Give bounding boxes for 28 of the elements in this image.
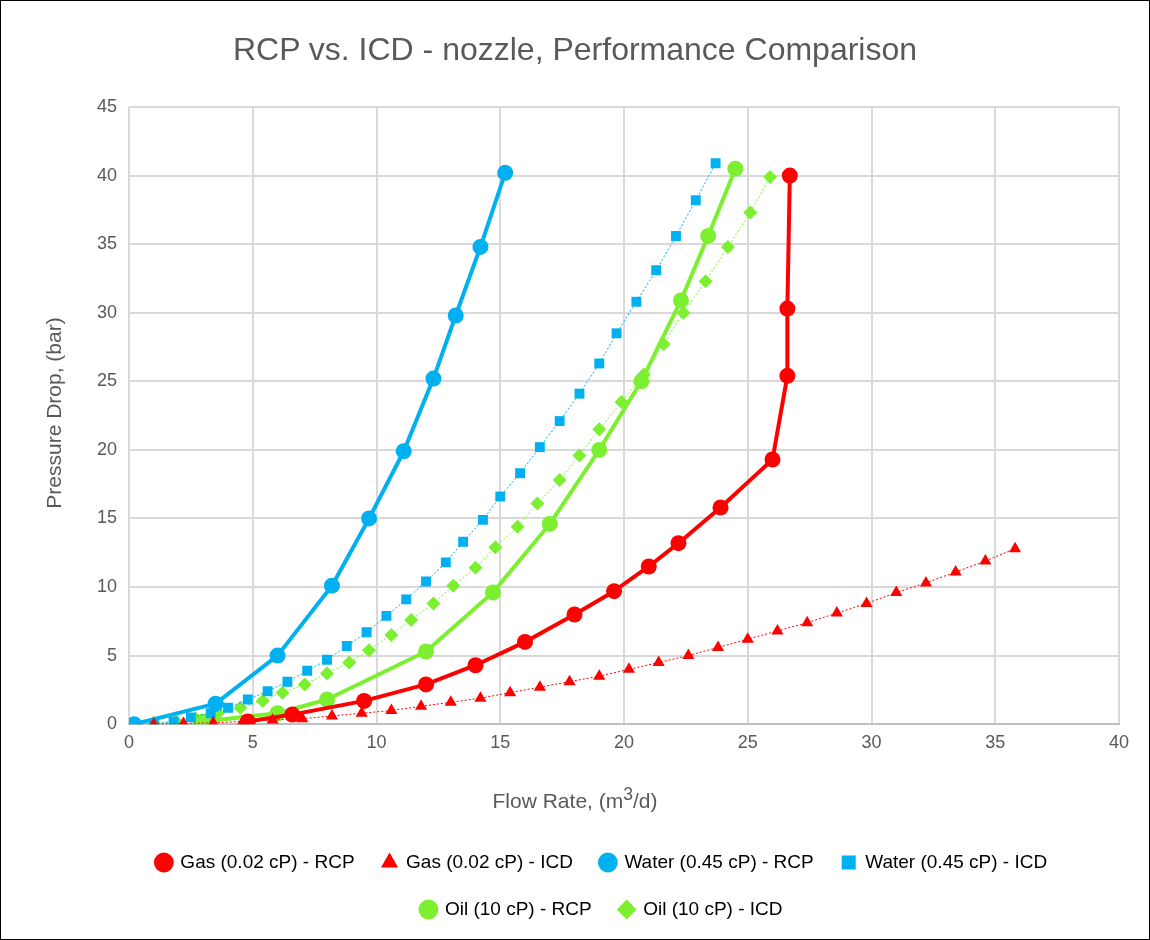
x-tick-label: 15 bbox=[490, 731, 511, 752]
legend-label: Oil (10 cP) - ICD bbox=[643, 897, 783, 919]
x-tick-label: 5 bbox=[247, 731, 258, 752]
y-axis-title: Pressure Drop, (bar) bbox=[42, 316, 66, 511]
legend-label: Gas (0.02 cP) - ICD bbox=[406, 850, 573, 872]
x-tick-label: 30 bbox=[861, 731, 882, 752]
y-tick-label: 30 bbox=[96, 301, 118, 322]
x-tick-label: 40 bbox=[1108, 731, 1130, 752]
y-tick-label: 20 bbox=[96, 438, 118, 459]
x-tick-label: 20 bbox=[614, 731, 635, 752]
x-tick-label: 10 bbox=[366, 731, 387, 752]
y-tick-label: 5 bbox=[107, 644, 118, 665]
legend-label: Water (0.45 cP) - ICD bbox=[865, 850, 1048, 872]
x-tick-label: 0 bbox=[124, 731, 135, 752]
legend-label: Water (0.45 cP) - RCP bbox=[624, 850, 814, 872]
chart-title: RCP vs. ICD - nozzle, Performance Comparison bbox=[231, 31, 919, 68]
y-tick-label: 25 bbox=[96, 370, 118, 391]
legend-label: Gas (0.02 cP) - RCP bbox=[180, 850, 355, 872]
y-tick-label: 0 bbox=[107, 713, 118, 734]
y-tick-label: 10 bbox=[96, 576, 118, 597]
y-tick-label: 45 bbox=[96, 95, 118, 116]
x-tick-label: 35 bbox=[985, 731, 1006, 752]
y-tick-label: 40 bbox=[96, 164, 118, 185]
x-axis-title: Flow Rate, (m$^{3}$/d) bbox=[491, 784, 659, 813]
legend-label: Oil (10 cP) - RCP bbox=[444, 897, 592, 919]
y-tick-label: 15 bbox=[96, 507, 118, 528]
x-tick-label: 25 bbox=[737, 731, 758, 752]
y-tick-label: 35 bbox=[96, 233, 118, 254]
